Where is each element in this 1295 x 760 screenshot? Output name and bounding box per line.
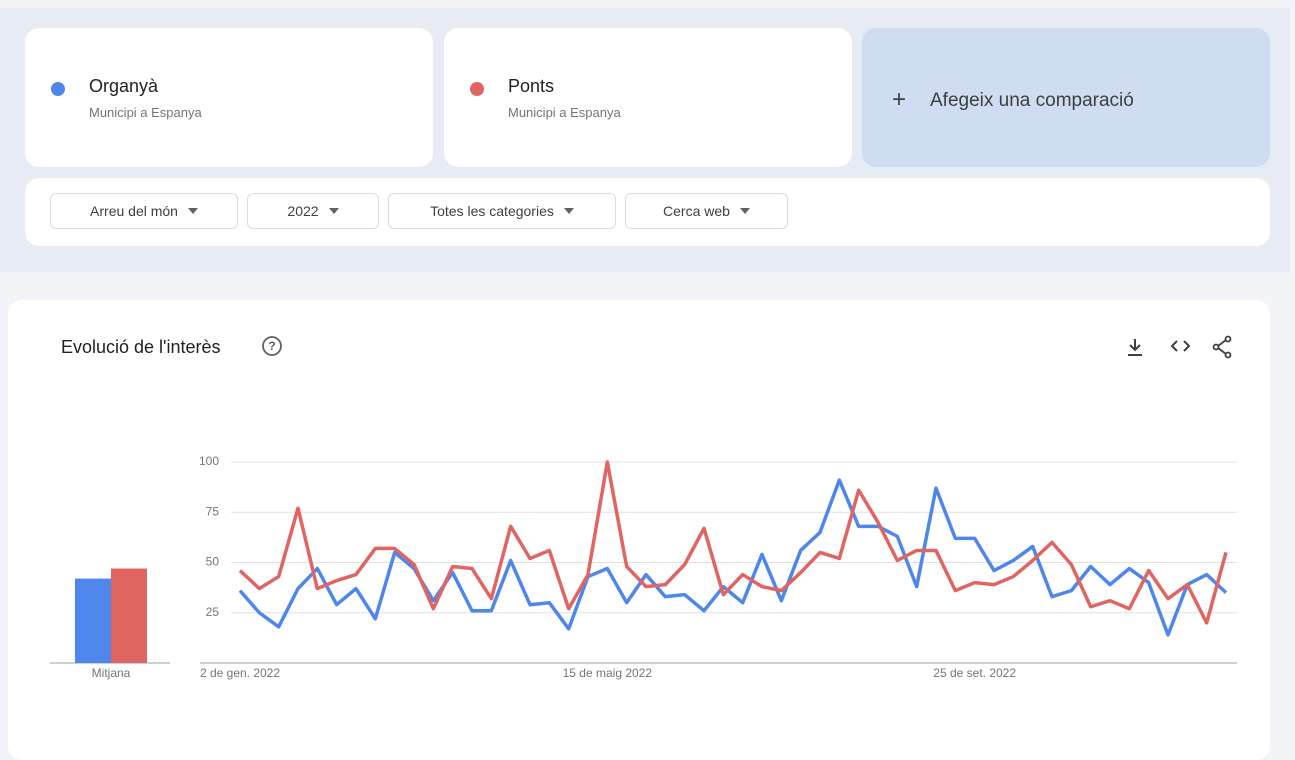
x-tick-label: 25 de set. 2022 xyxy=(933,666,1016,680)
chart-title: Evolució de l'interès xyxy=(61,337,221,357)
average-bar xyxy=(111,568,147,663)
term-subtitle: Municipi a Espanya xyxy=(508,105,621,120)
term-dot xyxy=(470,82,484,96)
add-comparison[interactable]: + Afegeix una comparació xyxy=(862,28,1270,167)
term-name: Ponts xyxy=(508,76,555,96)
filter-label: Cerca web xyxy=(663,203,730,219)
filter-label: 2022 xyxy=(287,203,319,219)
term-card[interactable]: Ponts Municipi a Espanya xyxy=(444,28,852,167)
share-icon[interactable] xyxy=(1212,335,1232,359)
y-tick-label: 25 xyxy=(206,605,220,619)
add-label: Afegeix una comparació xyxy=(930,90,1134,111)
term-subtitle: Municipi a Espanya xyxy=(89,105,202,120)
filter-label: Totes les categories xyxy=(430,203,554,219)
filter-dropdown[interactable]: Cerca web xyxy=(625,193,788,229)
y-tick-label: 50 xyxy=(206,555,220,569)
x-tick-label: 2 de gen. 2022 xyxy=(200,666,280,680)
average-label: Mitjana xyxy=(92,666,131,680)
chart-card xyxy=(8,300,1270,760)
x-tick-label: 15 de maig 2022 xyxy=(563,666,653,680)
embed-icon[interactable] xyxy=(1170,340,1191,352)
svg-text:?: ? xyxy=(268,339,275,353)
download-icon[interactable] xyxy=(1128,339,1142,356)
filter-dropdown[interactable]: Totes les categories xyxy=(388,193,616,229)
page: Organyà Municipi a Espanya Ponts Municip… xyxy=(0,0,1295,738)
chart: Evolució de l'interès ? Mitjana 25 50 75 10… xyxy=(50,335,1237,680)
filter-bar: Arreu del món 2022 Totes les categories … xyxy=(25,178,1270,246)
term-name: Organyà xyxy=(89,76,159,96)
filter-dropdown[interactable]: Arreu del món xyxy=(50,193,238,229)
series-line xyxy=(238,460,1228,625)
filter-label: Arreu del món xyxy=(90,203,178,219)
y-tick-label: 75 xyxy=(206,504,220,518)
plus-icon: + xyxy=(892,86,907,113)
average-bar xyxy=(75,578,111,663)
y-tick-label: 100 xyxy=(199,454,219,468)
filter-dropdown[interactable]: 2022 xyxy=(247,193,379,229)
series-line xyxy=(238,478,1228,637)
term-dot xyxy=(51,82,65,96)
help-icon[interactable]: ? xyxy=(262,336,282,356)
term-card[interactable]: Organyà Municipi a Espanya xyxy=(25,28,433,167)
